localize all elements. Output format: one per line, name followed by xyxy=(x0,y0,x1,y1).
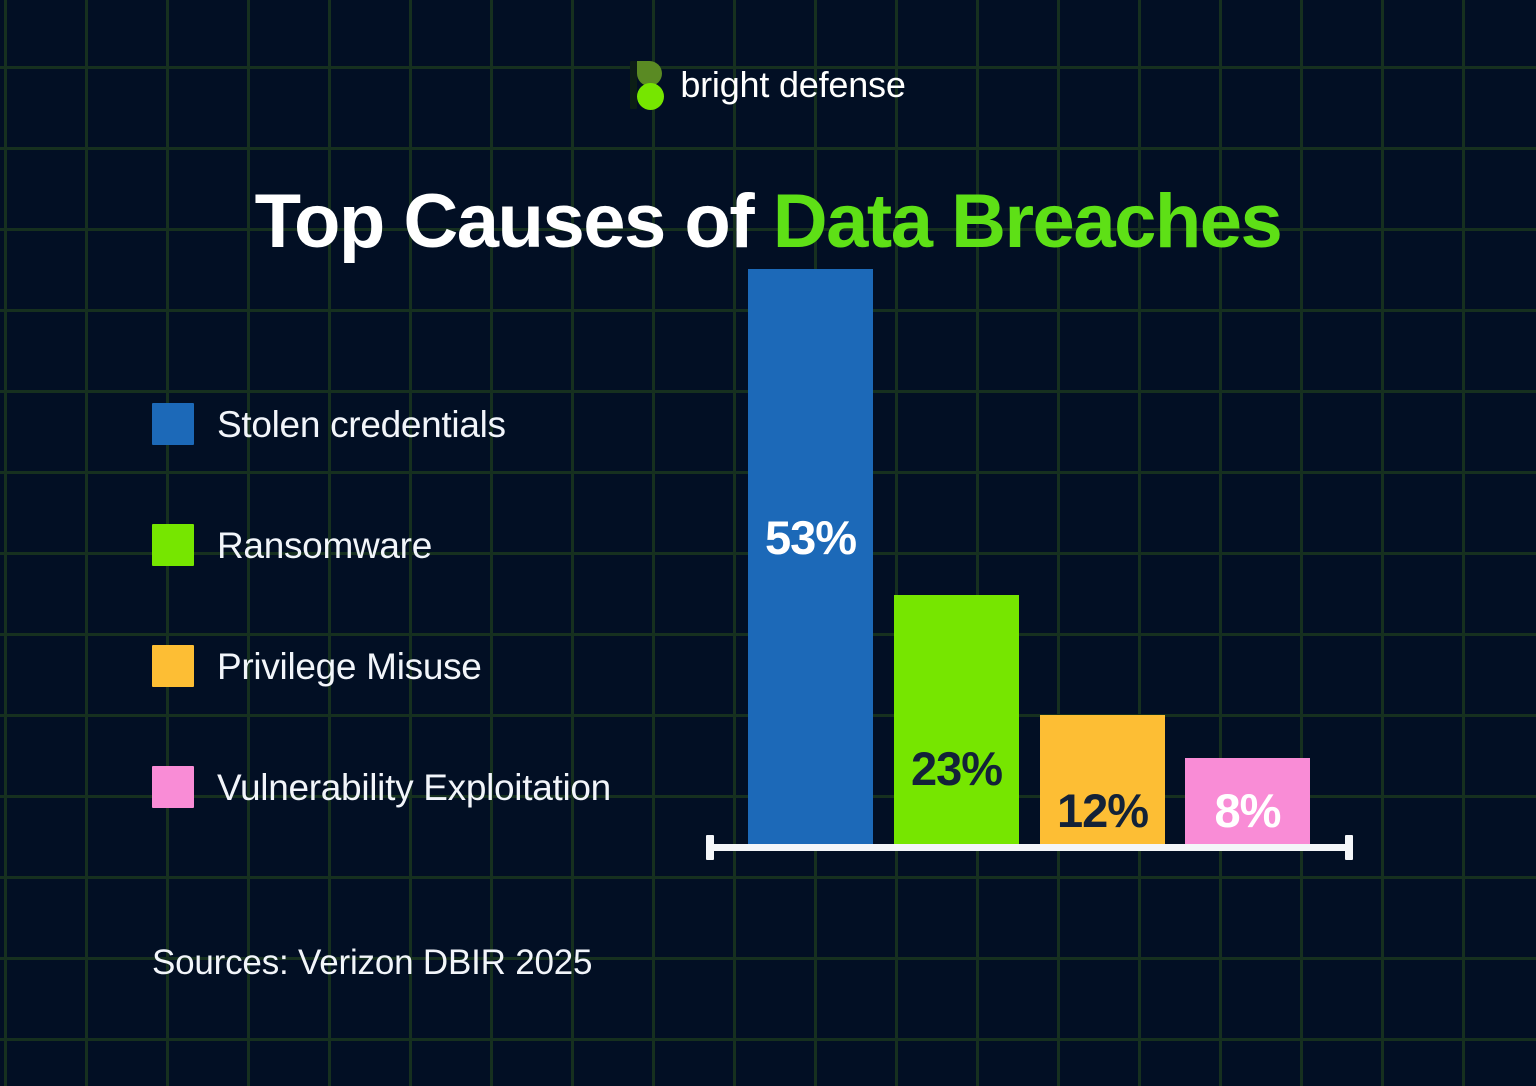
logo-lower-lobe-shape xyxy=(637,83,665,110)
bar-value-label: 12% xyxy=(1056,784,1149,837)
brand-lockup: bright defense xyxy=(0,57,1536,113)
bar-ransomware: 23% xyxy=(894,595,1019,845)
page-title-accent: Data Breaches xyxy=(772,178,1283,264)
bar-value-label: 53% xyxy=(764,511,857,564)
legend-item-label: Privilege Misuse xyxy=(217,645,482,687)
legend-swatch-icon xyxy=(152,403,194,445)
bar-value-label: 23% xyxy=(910,742,1003,796)
legend-item-label: Ransomware xyxy=(217,524,432,566)
page-title-main: Top Causes of xyxy=(254,178,773,264)
legend-item-label: Vulnerability Exploitation xyxy=(217,766,611,808)
bar-privilege-misuse: 12% xyxy=(1040,714,1165,845)
legend-item-label: Stolen credentials xyxy=(217,403,506,445)
bar-chart: 53% 23% 12% 8% xyxy=(700,269,1360,930)
axis-end-cap-right xyxy=(1345,835,1353,860)
legend-item-stolen-credentials: Stolen credentials xyxy=(152,398,712,450)
chart-legend: Stolen credentials Ransomware Privilege … xyxy=(152,398,712,813)
bar-stolen-credentials: 53% xyxy=(748,269,873,845)
bar-vulnerability-exploitation: 8% xyxy=(1185,758,1310,845)
legend-item-privilege-misuse: Privilege Misuse xyxy=(152,640,712,692)
logo-upper-lobe-shape xyxy=(637,61,663,86)
legend-swatch-icon xyxy=(152,766,194,808)
legend-item-ransomware: Ransomware xyxy=(152,519,712,571)
logo-stem-shape xyxy=(630,61,638,109)
legend-item-vulnerability-exploitation: Vulnerability Exploitation xyxy=(152,761,712,813)
legend-swatch-icon xyxy=(152,524,194,566)
bar-value-label: 8% xyxy=(1214,784,1282,837)
source-note: Sources: Verizon DBIR 2025 xyxy=(152,943,593,982)
chart-baseline-axis xyxy=(707,844,1353,851)
page-title: Top Causes of Data Breaches xyxy=(0,182,1536,262)
legend-swatch-icon xyxy=(152,645,194,687)
bright-defense-logo-icon xyxy=(630,59,666,111)
axis-end-cap-left xyxy=(706,835,714,860)
brand-wordmark: bright defense xyxy=(680,64,906,105)
